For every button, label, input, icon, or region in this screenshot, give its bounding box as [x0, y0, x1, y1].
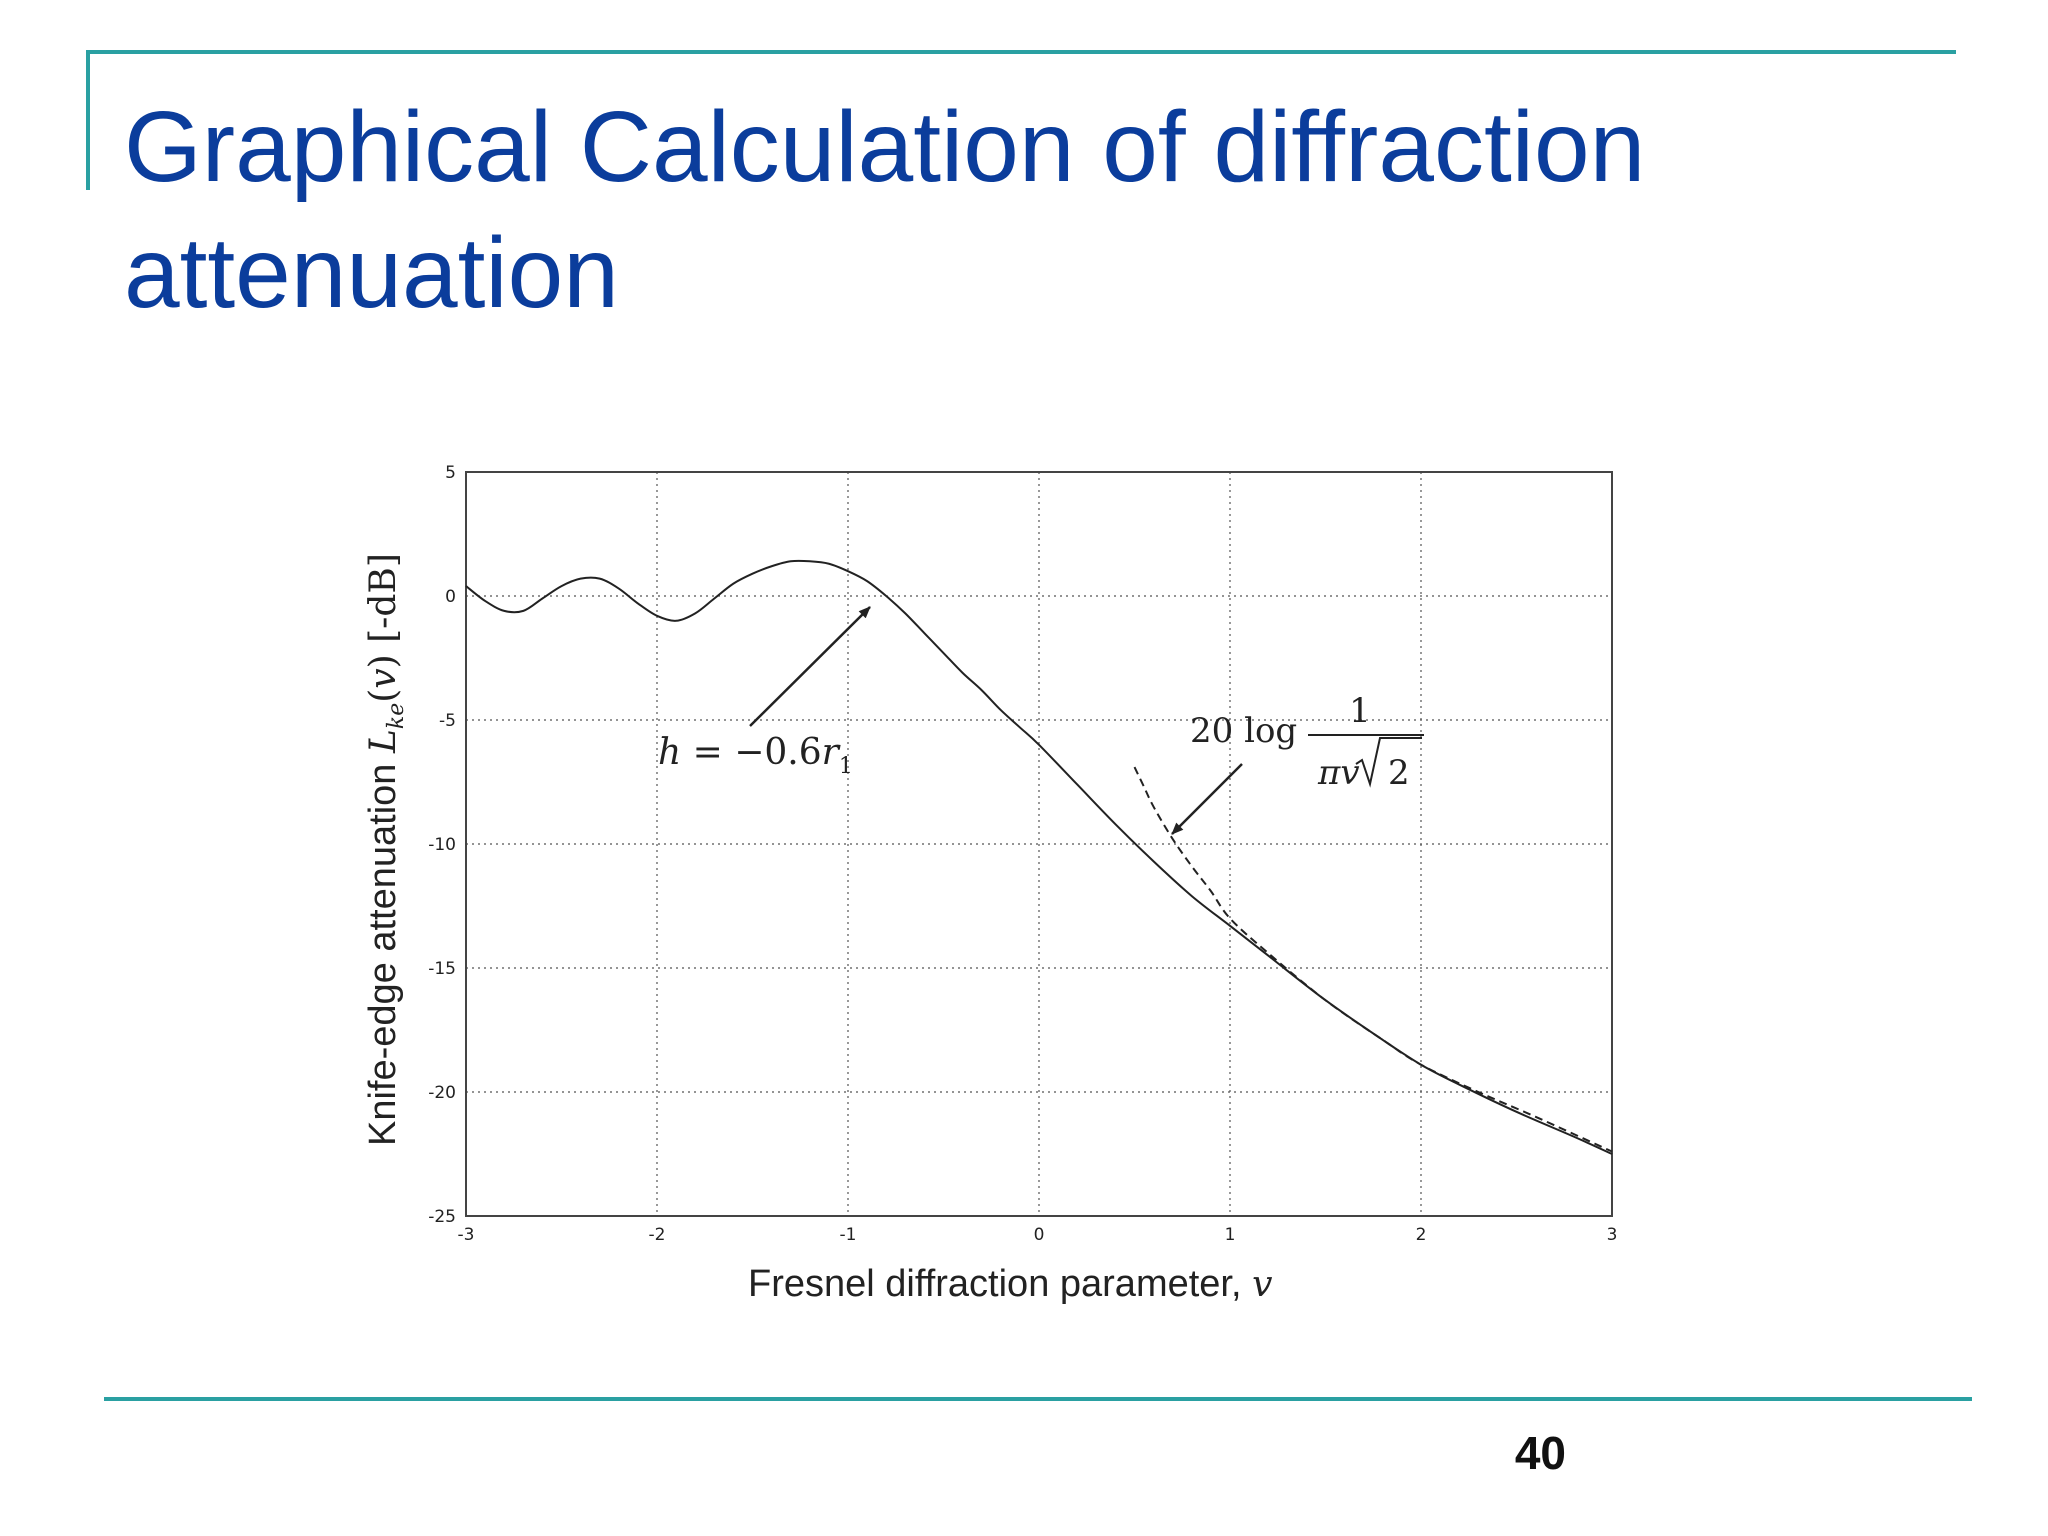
y-tick-label: -25 [428, 1207, 456, 1227]
y-tick-label: -20 [428, 1083, 456, 1103]
y-axis-label-subscript: ke [384, 703, 409, 729]
x-tick-label: -1 [840, 1225, 857, 1245]
annotation-asymptote: 20 log 1 πv 2 [1171, 691, 1424, 835]
x-axis-label-symbol: v [1252, 1264, 1272, 1305]
arrow-h [749, 606, 871, 727]
x-tick-label: 2 [1416, 1225, 1427, 1245]
x-tick-label: 0 [1034, 1225, 1045, 1245]
attenuation-curve [465, 559, 1613, 1155]
slide-title: Graphical Calculation of diffraction att… [124, 91, 1646, 329]
annotation-h-text: h = −0.6r1 [658, 732, 853, 779]
y-tick-label: 5 [445, 463, 456, 483]
y-tick-label: -10 [428, 835, 456, 855]
y-tick-label: 0 [445, 587, 456, 607]
y-axis-label-arg: ( [363, 689, 404, 703]
annotation-sqrt-arg: 2 [1388, 753, 1410, 793]
x-tick-label: -3 [458, 1225, 475, 1245]
x-axis-label-text: Fresnel diffraction parameter, [748, 1263, 1252, 1305]
svg-text:Knife-edge attenuation Lke(v): Knife-edge attenuation Lke(v) [-dB] [362, 553, 409, 1146]
annotation-denominator: πv [1317, 753, 1360, 793]
x-tick-label: 1 [1225, 1225, 1236, 1245]
page-number: 40 [1514, 1427, 1566, 1479]
y-axis-label-text: Knife-edge attenuation [362, 753, 404, 1146]
left-rule [86, 50, 90, 190]
tick-labels: -3 -2 -1 0 1 2 350-5-10-15-20-25 [428, 463, 1617, 1245]
grid [466, 472, 1612, 1216]
arrow-asymptote [1171, 763, 1243, 835]
sqrt-sign [1355, 737, 1422, 788]
y-axis-label-symbol: L [363, 729, 404, 754]
y-tick-label: -5 [439, 711, 456, 731]
x-tick-label: -2 [649, 1225, 666, 1245]
top-rule [86, 50, 1956, 54]
annotation-numerator: 1 [1349, 691, 1371, 731]
bottom-rule [104, 1397, 1972, 1401]
x-axis-label: Fresnel diffraction parameter, v [748, 1263, 1272, 1305]
annotation-h: h = −0.6r1 [658, 606, 871, 779]
asymptote-line [1133, 766, 1613, 1153]
annotation-asymptote-text: 20 log [1190, 711, 1297, 751]
y-tick-label: -15 [428, 959, 456, 979]
plot-frame [465, 471, 1613, 1217]
x-tick-label: 3 [1607, 1225, 1618, 1245]
series [465, 559, 1613, 1155]
y-axis-label: Knife-edge attenuation Lke(v) [-dB] [362, 553, 409, 1146]
